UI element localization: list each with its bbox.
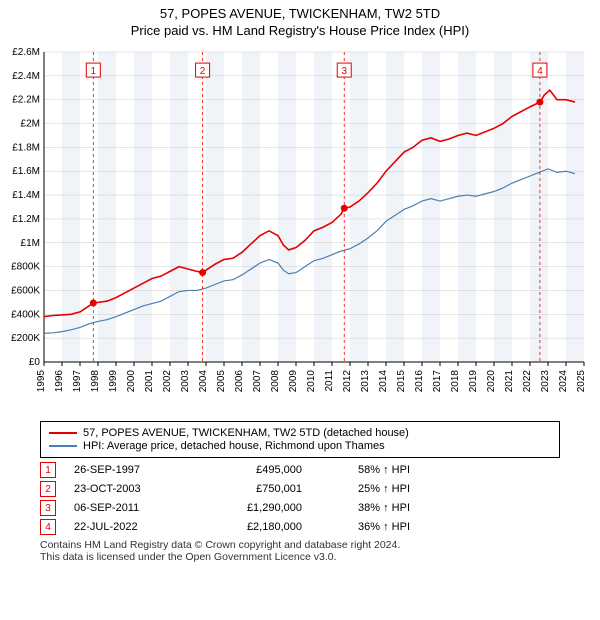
transaction-number-box: 3	[40, 500, 56, 516]
price-chart: £0 £200K £400K £600K £800K £1M £1.2M £1.4M £1.6M…	[0, 42, 600, 415]
transaction-pct: 58% ↑ HPI	[320, 464, 410, 476]
svg-text:1997: 1997	[72, 370, 83, 393]
legend-row-hpi: HPI: Average price, detached house, Rich…	[49, 440, 551, 452]
transaction-price: £2,180,000	[202, 521, 302, 533]
transaction-date: 23-OCT-2003	[74, 483, 184, 495]
transaction-pct: 36% ↑ HPI	[320, 521, 410, 533]
svg-text:2016: 2016	[414, 370, 425, 393]
title-address: 57, POPES AVENUE, TWICKENHAM, TW2 5TD	[0, 6, 600, 21]
svg-text:1996: 1996	[54, 370, 65, 393]
footer-line1: Contains HM Land Registry data © Crown c…	[40, 539, 560, 551]
svg-text:2019: 2019	[468, 370, 479, 393]
legend-swatch-hpi	[49, 445, 77, 447]
svg-text:2013: 2013	[360, 370, 371, 393]
transaction-date: 06-SEP-2011	[74, 502, 184, 514]
svg-text:1995: 1995	[36, 370, 47, 393]
svg-text:2000: 2000	[126, 370, 137, 393]
svg-text:2015: 2015	[396, 370, 407, 393]
svg-text:2021: 2021	[504, 370, 515, 393]
svg-text:2008: 2008	[270, 370, 281, 393]
footer-line2: This data is licensed under the Open Gov…	[40, 551, 560, 563]
transaction-price: £750,001	[202, 483, 302, 495]
svg-text:£1M: £1M	[21, 238, 40, 249]
legend-swatch-property	[49, 432, 77, 434]
svg-text:2001: 2001	[144, 370, 155, 393]
transaction-pct: 25% ↑ HPI	[320, 483, 410, 495]
legend-label-property: 57, POPES AVENUE, TWICKENHAM, TW2 5TD (d…	[83, 427, 409, 439]
transaction-row: 2 23-OCT-2003 £750,001 25% ↑ HPI	[40, 481, 560, 497]
svg-text:2011: 2011	[324, 370, 335, 392]
svg-text:3: 3	[341, 66, 347, 77]
svg-text:2009: 2009	[288, 370, 299, 393]
svg-text:2017: 2017	[432, 370, 443, 393]
svg-text:£0: £0	[29, 357, 41, 368]
legend-label-hpi: HPI: Average price, detached house, Rich…	[83, 440, 385, 452]
svg-text:2025: 2025	[576, 370, 587, 393]
svg-text:£800K: £800K	[11, 262, 40, 273]
svg-text:1: 1	[91, 66, 97, 77]
svg-text:£2.2M: £2.2M	[12, 95, 40, 106]
transaction-date: 26-SEP-1997	[74, 464, 184, 476]
svg-text:£400K: £400K	[11, 309, 40, 320]
transaction-row: 4 22-JUL-2022 £2,180,000 36% ↑ HPI	[40, 519, 560, 535]
transaction-date: 22-JUL-2022	[74, 521, 184, 533]
svg-text:2003: 2003	[180, 370, 191, 393]
transaction-row: 3 06-SEP-2011 £1,290,000 38% ↑ HPI	[40, 500, 560, 516]
transaction-price: £1,290,000	[202, 502, 302, 514]
svg-text:2014: 2014	[378, 370, 389, 393]
title-subtitle: Price paid vs. HM Land Registry's House …	[0, 23, 600, 38]
svg-text:2020: 2020	[486, 370, 497, 393]
svg-text:2023: 2023	[540, 370, 551, 393]
svg-text:2024: 2024	[558, 370, 569, 393]
transaction-price: £495,000	[202, 464, 302, 476]
svg-text:£600K: £600K	[11, 285, 40, 296]
svg-text:1999: 1999	[108, 370, 119, 393]
svg-text:£1.8M: £1.8M	[12, 142, 40, 153]
svg-text:2022: 2022	[522, 370, 533, 393]
svg-text:£1.2M: £1.2M	[12, 214, 40, 225]
svg-text:4: 4	[537, 66, 543, 77]
transaction-number-box: 1	[40, 462, 56, 478]
svg-text:2002: 2002	[162, 370, 173, 393]
transaction-number-box: 4	[40, 519, 56, 535]
svg-text:2018: 2018	[450, 370, 461, 393]
svg-text:£2.4M: £2.4M	[12, 71, 40, 82]
svg-text:1998: 1998	[90, 370, 101, 393]
svg-text:£1.4M: £1.4M	[12, 190, 40, 201]
svg-text:2012: 2012	[342, 370, 353, 393]
svg-text:£2.6M: £2.6M	[12, 47, 40, 58]
transaction-number-box: 2	[40, 481, 56, 497]
svg-text:£2M: £2M	[21, 119, 40, 130]
svg-text:2004: 2004	[198, 370, 209, 393]
svg-text:2005: 2005	[216, 370, 227, 393]
transactions-table: 1 26-SEP-1997 £495,000 58% ↑ HPI 2 23-OCT-200…	[40, 462, 560, 535]
svg-text:£1.6M: £1.6M	[12, 166, 40, 177]
transaction-pct: 38% ↑ HPI	[320, 502, 410, 514]
svg-text:2007: 2007	[252, 370, 263, 393]
footer-attribution: Contains HM Land Registry data © Crown c…	[40, 539, 560, 563]
svg-text:£200K: £200K	[11, 333, 40, 344]
transaction-row: 1 26-SEP-1997 £495,000 58% ↑ HPI	[40, 462, 560, 478]
svg-text:2: 2	[200, 66, 206, 77]
legend: 57, POPES AVENUE, TWICKENHAM, TW2 5TD (d…	[40, 421, 560, 458]
svg-text:2010: 2010	[306, 370, 317, 393]
svg-text:2006: 2006	[234, 370, 245, 393]
legend-row-property: 57, POPES AVENUE, TWICKENHAM, TW2 5TD (d…	[49, 427, 551, 439]
